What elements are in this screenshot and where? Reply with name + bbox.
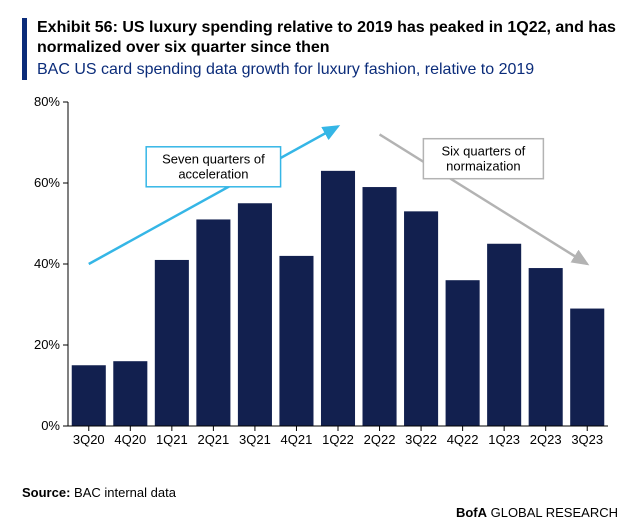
annotation-label: Six quarters of xyxy=(441,143,525,158)
bar xyxy=(529,268,563,426)
bar-chart-svg: 0% 20% 40% 60% 80% 3Q20 4Q20 1Q21 2Q21 3Q21 4Q21 1Q… xyxy=(22,86,618,456)
x-tick-label: 4Q22 xyxy=(447,432,479,447)
bar xyxy=(404,211,438,426)
bar xyxy=(238,203,272,426)
bar xyxy=(487,244,521,426)
x-tick-label: 2Q22 xyxy=(364,432,396,447)
x-tick-label: 4Q21 xyxy=(281,432,313,447)
source-line: Source: BAC internal data xyxy=(22,485,176,500)
y-tick-label: 0% xyxy=(41,418,60,433)
bar xyxy=(196,219,230,426)
bar xyxy=(113,361,147,426)
x-tick-label: 3Q23 xyxy=(571,432,603,447)
annotation-label: Seven quarters of xyxy=(162,152,265,167)
x-tick-label: 1Q22 xyxy=(322,432,354,447)
x-tick-label: 3Q21 xyxy=(239,432,271,447)
bar xyxy=(363,187,397,426)
footer-brand: BofA GLOBAL RESEARCH xyxy=(456,505,618,520)
bar xyxy=(321,171,355,426)
x-tick-label: 1Q23 xyxy=(488,432,520,447)
annotation-label: normaization xyxy=(446,158,520,173)
y-tick-label: 80% xyxy=(34,94,60,109)
x-tick-label: 1Q21 xyxy=(156,432,188,447)
bar xyxy=(72,365,106,426)
x-tick-label: 2Q21 xyxy=(197,432,229,447)
y-tick-label: 60% xyxy=(34,175,60,190)
title-block: Exhibit 56: US luxury spending relative … xyxy=(22,18,618,80)
x-tick-label: 2Q23 xyxy=(530,432,562,447)
footer-brand-bold: BofA xyxy=(456,505,487,520)
exhibit-title: Exhibit 56: US luxury spending relative … xyxy=(37,18,618,58)
bar xyxy=(155,260,189,426)
bar xyxy=(446,280,480,426)
footer-brand-rest: GLOBAL RESEARCH xyxy=(487,505,618,520)
y-tick-label: 40% xyxy=(34,256,60,271)
x-tick-label: 3Q20 xyxy=(73,432,105,447)
bar xyxy=(570,309,604,426)
source-text: BAC internal data xyxy=(74,485,176,500)
source-label: Source: xyxy=(22,485,70,500)
exhibit-subtitle: BAC US card spending data growth for lux… xyxy=(37,60,618,80)
annotation-label: acceleration xyxy=(178,167,248,182)
bar xyxy=(279,256,313,426)
x-tick-label: 4Q20 xyxy=(114,432,146,447)
y-tick-label: 20% xyxy=(34,337,60,352)
x-tick-label: 3Q22 xyxy=(405,432,437,447)
bar-chart: 0% 20% 40% 60% 80% 3Q20 4Q20 1Q21 2Q21 3Q21 4Q21 1Q… xyxy=(22,86,618,456)
